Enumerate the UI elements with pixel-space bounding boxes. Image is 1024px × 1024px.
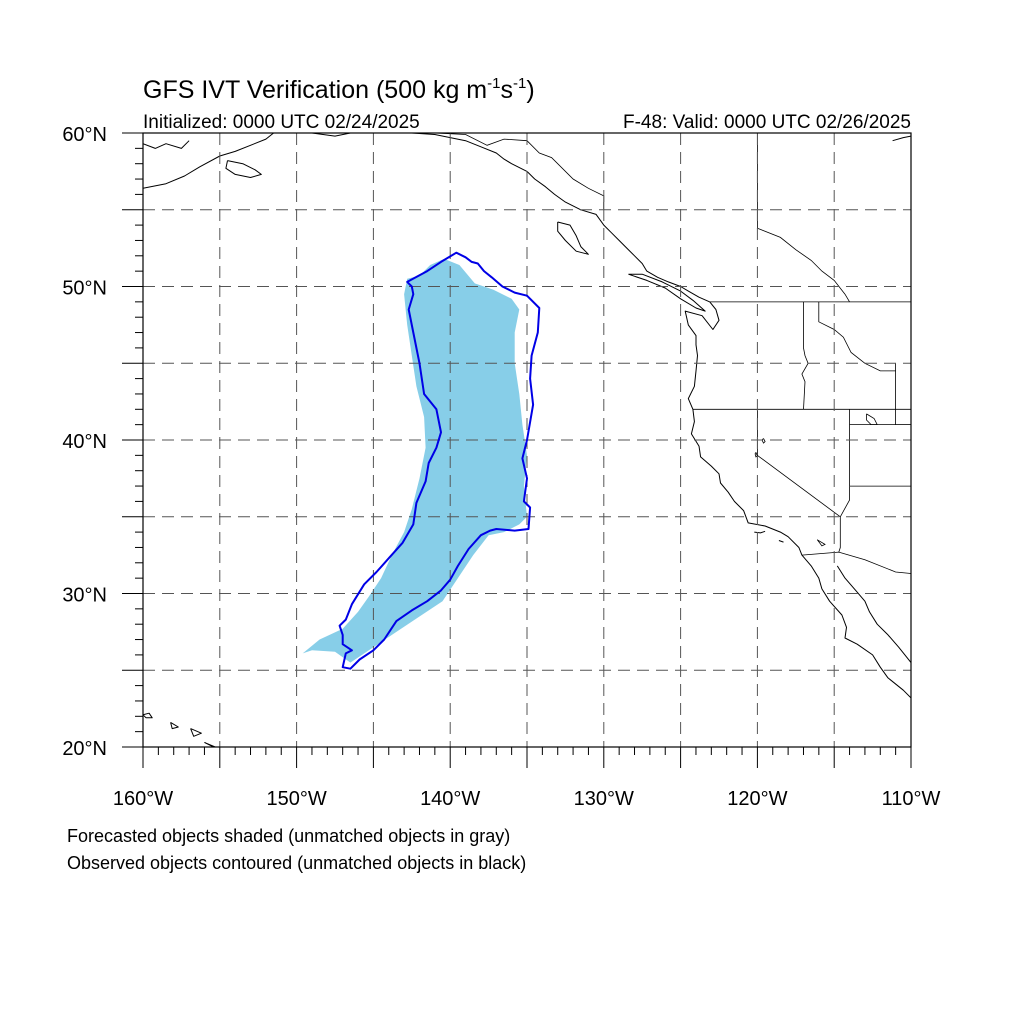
lon-tick-label: 120°W <box>727 788 787 810</box>
lake-outline <box>754 452 758 458</box>
coastline <box>143 140 190 149</box>
valid-time-label: F-48: Valid: 0000 UTC 02/26/2025 <box>623 112 911 133</box>
tick-label-layer: 160°W 150°W 140°W 130°W 120°W 110°W 60°N 50°N 40… <box>62 124 940 810</box>
lon-tick-label: 110°W <box>882 788 941 810</box>
lake-outline <box>816 539 826 547</box>
tick-layer <box>122 132 912 768</box>
lon-tick-label: 130°W <box>574 788 634 810</box>
political-border <box>434 133 605 210</box>
coastline <box>204 741 217 747</box>
coastline <box>143 133 274 189</box>
political-border <box>801 301 809 410</box>
political-border <box>757 133 850 303</box>
lake-outline <box>761 438 766 444</box>
observed-ivt-contour <box>338 251 541 670</box>
coastline <box>778 540 784 543</box>
coastline <box>170 721 179 730</box>
coastline <box>411 133 911 699</box>
coastline <box>836 565 911 663</box>
political-border <box>838 486 850 553</box>
observed-legend-note: Observed objects contoured (unmatched ob… <box>67 853 527 873</box>
init-time-label: Initialized: 0000 UTC 02/24/2025 <box>143 112 420 133</box>
coastline <box>557 221 589 255</box>
coastline <box>892 135 911 142</box>
plot-area <box>143 133 911 747</box>
political-border <box>818 301 896 372</box>
lon-tick-label: 160°W <box>113 788 173 810</box>
coastline <box>143 712 153 719</box>
coastline <box>190 728 202 737</box>
forecast-legend-note: Forecasted objects shaded (unmatched obj… <box>67 826 511 846</box>
lon-tick-label: 150°W <box>266 788 326 810</box>
lat-tick-label: 60°N <box>62 124 107 146</box>
coastline <box>311 133 351 137</box>
coastline <box>225 160 262 178</box>
coastline <box>754 530 766 534</box>
observed-layer <box>338 251 541 670</box>
lat-tick-label: 30°N <box>62 585 107 607</box>
coastline <box>628 273 706 312</box>
political-border <box>757 409 841 518</box>
lat-tick-label: 50°N <box>62 278 107 300</box>
lake-outline <box>866 413 878 426</box>
lon-tick-label: 140°W <box>420 788 480 810</box>
forecast-ivt-object <box>302 258 527 663</box>
lat-tick-label: 20°N <box>62 738 107 760</box>
map-title: GFS IVT Verification (500 kg m-1s-1) <box>143 75 535 104</box>
lat-tick-label: 40°N <box>62 431 107 453</box>
forecast-layer <box>302 258 527 663</box>
political-border <box>801 551 911 574</box>
